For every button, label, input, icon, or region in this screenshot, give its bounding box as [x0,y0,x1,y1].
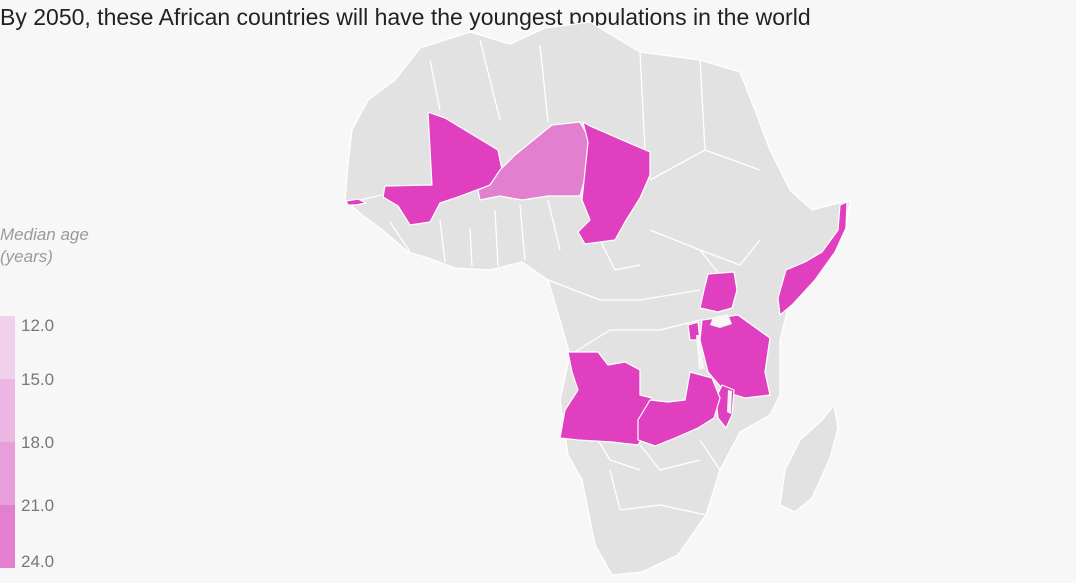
country-zambia [637,371,721,447]
legend-title-line1: Median age [0,225,89,244]
legend-swatch-1 [0,316,15,379]
legend-title-line2: (years) [0,247,53,266]
madagascar [779,404,839,513]
legend-title: Median age (years) [0,224,130,268]
legend-tick-21: 21.0 [21,496,55,515]
legend-tick-15: 15.0 [21,370,55,389]
country-somalia [777,201,848,316]
country-gambia [345,198,367,206]
country-niger [477,121,591,201]
country-borders [359,39,761,516]
country-tanzania [699,314,771,399]
lake-tanganyika [696,335,704,370]
legend-swatch-3 [0,442,15,505]
legend-tick-24: 24.0 [21,552,55,571]
legend-swatch-2 [0,379,15,442]
legend-tick-12: 12.0 [21,316,55,335]
country-uganda [699,271,738,313]
country-mali [382,111,503,226]
country-chad [577,121,651,245]
lake-malawi [727,390,732,414]
lake-victoria [710,314,732,328]
legend-swatch-4 [0,505,15,568]
chart-title: By 2050, these African countries will ha… [0,4,811,30]
legend-tick-18: 18.0 [21,433,55,452]
